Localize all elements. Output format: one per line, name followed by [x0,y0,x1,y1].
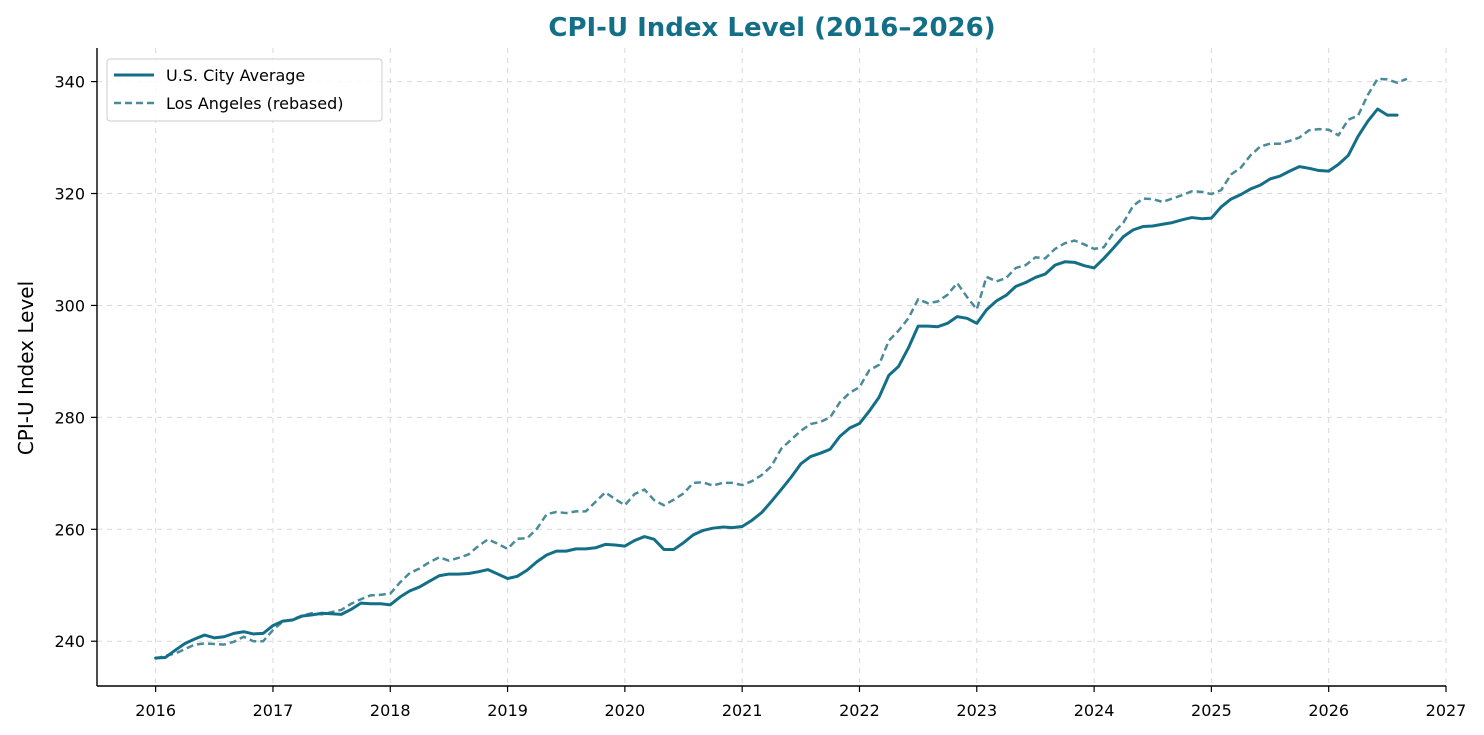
x-tick-label: 2023 [956,701,997,720]
chart-title: CPI-U Index Level (2016–2026) [548,13,995,43]
x-tick-label: 2019 [487,701,528,720]
legend-label-us-city-average: U.S. City Average [166,66,305,85]
x-tick-label: 2018 [370,701,411,720]
x-tick-label: 2020 [605,701,646,720]
y-tick-label: 280 [54,408,85,427]
y-tick-label: 240 [54,632,85,651]
series-line-los-angeles [155,77,1408,660]
y-tick-label: 320 [54,185,85,204]
x-tick-label: 2025 [1191,701,1232,720]
legend-box [106,58,383,122]
x-tick-label: 2026 [1308,701,1349,720]
y-tick-label: 340 [54,73,85,92]
series-line-us-city-average [154,107,1399,660]
x-tick-label: 2024 [1074,701,1115,720]
x-tick-label: 2027 [1426,701,1467,720]
x-tick-label: 2016 [135,701,176,720]
series-layer [154,77,1408,660]
axes [96,48,1446,687]
y-tick-label: 260 [54,520,85,539]
y-axis-label: CPI-U Index Level [14,281,38,455]
legend: U.S. City Average Los Angeles (rebased) [106,58,383,122]
x-tick-label: 2021 [722,701,763,720]
x-tick-label: 2017 [253,701,294,720]
y-axis-ticks: 240 260 280 300 320 340 [54,73,97,651]
x-tick-label: 2022 [839,701,880,720]
legend-label-los-angeles: Los Angeles (rebased) [166,94,344,113]
grid [97,48,1447,686]
x-axis-ticks: 2016 2017 2018 2019 2020 2021 2022 2023 2024 2025… [135,686,1466,720]
y-tick-label: 300 [54,296,85,315]
